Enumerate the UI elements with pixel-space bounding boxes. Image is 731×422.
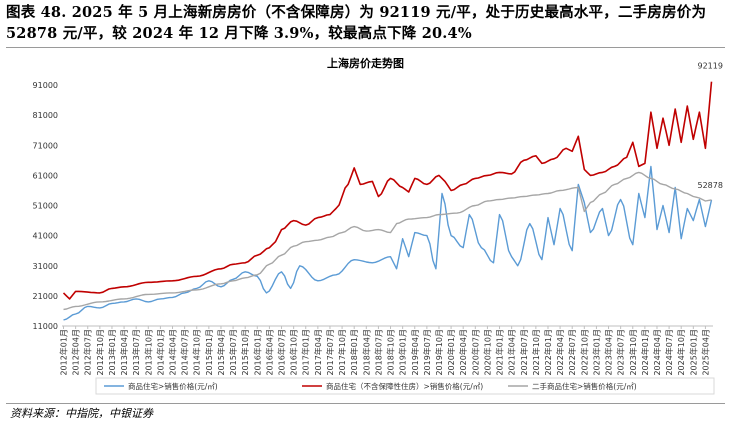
y-tick-label: 41000 <box>33 232 58 241</box>
x-tick-label: 2025年01月 <box>688 329 698 376</box>
x-tick-label: 2022年07月 <box>567 329 577 376</box>
x-tick-label: 2013年07月 <box>131 329 141 376</box>
x-tick-label: 2023年04月 <box>604 329 614 376</box>
x-tick-label: 2019年01月 <box>398 329 408 376</box>
end-label: 92119 <box>697 62 722 71</box>
x-tick-label: 2023年01月 <box>591 329 601 376</box>
x-tick-label: 2019年04月 <box>410 329 420 376</box>
end-labels: 92119 52878 <box>697 62 722 190</box>
legend: 商品住宅>销售价格(元/㎡) 商品住宅（不含保障性住房）>销售价格(元/㎡) 二手商… <box>95 377 715 395</box>
y-tick-label: 61000 <box>33 171 58 180</box>
x-tick-label: 2021年01月 <box>495 329 505 376</box>
x-tick-label: 2017年10月 <box>337 329 347 376</box>
legend-label: 商品住宅（不含保障性住房）>销售价格(元/㎡) <box>326 381 483 391</box>
x-tick-label: 2017年01月 <box>301 329 311 376</box>
x-tick-label: 2020年01月 <box>446 329 456 376</box>
x-tick-label: 2025年04月 <box>700 329 710 376</box>
y-tick-label: 51000 <box>33 202 58 211</box>
x-tick-label: 2022年01月 <box>543 329 553 376</box>
y-axis-ticks: 11000 21000 31000 41000 51000 61000 71000 81000… <box>33 81 58 331</box>
x-tick-label: 2018年07月 <box>373 329 383 376</box>
y-tick-label: 71000 <box>33 141 58 150</box>
x-tick-label: 2019年10月 <box>434 329 444 376</box>
x-tick-label: 2020年10月 <box>482 329 492 376</box>
series-line-3 <box>63 171 712 311</box>
legend-label: 二手商品住宅>销售价格(元/㎡) <box>532 381 637 391</box>
x-tick-label: 2016年07月 <box>277 329 287 376</box>
x-tick-label: 2012年07月 <box>83 329 93 376</box>
x-tick-label: 2021年10月 <box>531 329 541 376</box>
x-tick-label: 2023年07月 <box>616 329 626 376</box>
x-tick-label: 2015年10月 <box>240 329 250 376</box>
x-tick-label: 2023年10月 <box>628 329 638 376</box>
bottom-rule <box>6 403 725 404</box>
series-line-1 <box>63 165 713 321</box>
x-tick-label: 2020年04月 <box>458 329 468 376</box>
x-tick-label: 2014年10月 <box>192 329 202 376</box>
y-tick-label: 31000 <box>33 262 58 271</box>
x-axis-ticks: 2012年01月 2012年04月 2012年07月 2012年10月 2013年01月… <box>59 326 710 376</box>
x-tick-label: 2020年07月 <box>470 329 480 376</box>
x-tick-label: 2016年04月 <box>264 329 274 376</box>
y-tick-label: 11000 <box>33 322 58 331</box>
series-lines <box>62 81 713 321</box>
source-note: 资料来源：中指院，中银证券 <box>10 407 153 420</box>
legend-label: 商品住宅>销售价格(元/㎡) <box>128 381 218 391</box>
x-tick-label: 2024年10月 <box>676 329 686 376</box>
x-tick-label: 2014年04月 <box>168 329 178 376</box>
x-tick-label: 2013年01月 <box>107 329 117 376</box>
x-tick-label: 2012年10月 <box>95 329 105 376</box>
x-tick-label: 2016年10月 <box>289 329 299 376</box>
figure-heading: 图表 48. 2025 年 5 月上海新房房价（不含保障房）为 92119 元/… <box>6 4 707 42</box>
x-tick-label: 2024年07月 <box>664 329 674 376</box>
x-tick-label: 2021年07月 <box>519 329 529 376</box>
x-tick-label: 2013年04月 <box>119 329 129 376</box>
y-tick-label: 21000 <box>33 292 58 301</box>
x-tick-label: 2017年04月 <box>313 329 323 376</box>
x-tick-label: 2018年10月 <box>386 329 396 376</box>
x-tick-label: 2013年10月 <box>143 329 153 376</box>
x-tick-label: 2014年01月 <box>155 329 165 376</box>
y-tick-label: 81000 <box>33 111 58 120</box>
x-tick-label: 2015年01月 <box>204 329 214 376</box>
x-tick-label: 2014年07月 <box>180 329 190 376</box>
legend-box <box>95 377 715 395</box>
x-tick-label: 2016年01月 <box>252 329 262 376</box>
x-tick-label: 2018年04月 <box>361 329 371 376</box>
chart-title: 上海房价走势图 <box>327 57 404 70</box>
x-tick-label: 2022年04月 <box>555 329 565 376</box>
end-label: 52878 <box>697 181 722 190</box>
x-tick-label: 2019年07月 <box>422 329 432 376</box>
x-tick-label: 2024年04月 <box>652 329 662 376</box>
x-tick-label: 2024年01月 <box>640 329 650 376</box>
series-line-2 <box>62 81 713 300</box>
x-tick-label: 2012年01月 <box>59 329 69 376</box>
x-tick-label: 2015年04月 <box>216 329 226 376</box>
y-tick-label: 91000 <box>33 81 58 90</box>
x-tick-label: 2017年07月 <box>325 329 335 376</box>
x-tick-label: 2015年07月 <box>228 329 238 376</box>
top-rule <box>6 47 725 48</box>
x-tick-label: 2012年04月 <box>71 329 81 376</box>
x-tick-label: 2021年04月 <box>507 329 517 376</box>
x-tick-label: 2022年10月 <box>579 329 589 376</box>
x-tick-label: 2018年01月 <box>349 329 359 376</box>
